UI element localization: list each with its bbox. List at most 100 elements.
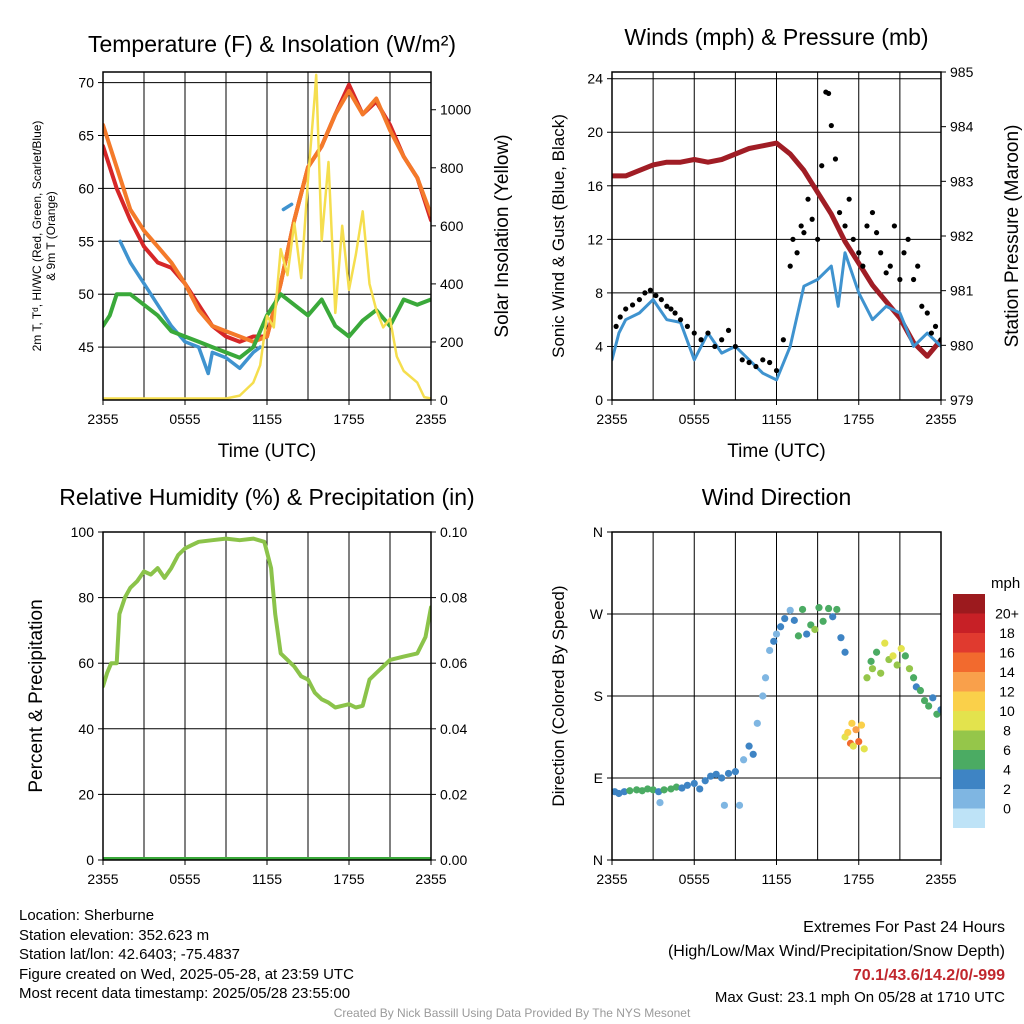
direction-point — [901, 652, 909, 660]
chart-title: Winds (mph) & Pressure (mb) — [624, 24, 928, 50]
x-tick-label: 2355 — [596, 871, 627, 887]
legend-swatch — [953, 789, 985, 809]
y-tick-label: E — [594, 770, 603, 786]
direction-point — [667, 785, 675, 793]
y-right-tick-label: 983 — [950, 173, 974, 189]
gust-point — [887, 263, 893, 269]
legend-swatch — [953, 808, 985, 828]
legend-label: 16 — [999, 645, 1015, 661]
y-right-tick-label: 0 — [440, 392, 448, 408]
panel-winds: 0 4 8 12 16 20 24 979 980 981 982 983 984 985 2355 0555… — [549, 24, 1023, 462]
legend-swatch — [953, 769, 985, 789]
extremes-values: 70.1/43.6/14.2/0/-999 — [852, 967, 1005, 984]
y-axis-label: Sonic Wind & Gust (Blue, Black) — [549, 114, 568, 358]
x-tick-label: 1155 — [252, 411, 282, 427]
direction-point — [925, 702, 933, 710]
direction-point — [644, 785, 652, 793]
plot-frame — [611, 71, 942, 401]
gust-point — [636, 296, 643, 303]
gust-point — [712, 343, 718, 350]
y-right-tick-label: 0.04 — [440, 721, 467, 737]
direction-point — [620, 788, 628, 796]
y-right-tick-label: 400 — [440, 276, 464, 292]
gust-point — [819, 163, 825, 169]
x-tick-label: 0555 — [679, 871, 710, 887]
legend-swatch — [953, 730, 985, 750]
legend-swatch — [953, 691, 985, 711]
series-group — [103, 73, 431, 400]
x-tick-label: 2355 — [415, 871, 446, 887]
y-right-tick-label: 600 — [440, 218, 464, 234]
y-tick-label: 65 — [78, 127, 94, 143]
x-axis-label: Time (UTC) — [727, 441, 826, 462]
legend-label: 20+ — [995, 606, 1019, 622]
legend-title: mph — [991, 575, 1020, 592]
direction-point — [857, 721, 866, 729]
series-line-3 — [103, 292, 431, 360]
direction-point — [690, 779, 698, 788]
y-tick-label: 50 — [78, 286, 94, 302]
series-line-2 — [281, 202, 294, 212]
direction-point — [672, 783, 681, 791]
direction-point — [712, 770, 720, 778]
series-group — [612, 604, 941, 809]
direction-point — [872, 648, 881, 656]
y-right-tick-label: 0.06 — [440, 655, 467, 671]
gust-point — [901, 250, 907, 256]
gust-point — [864, 223, 870, 229]
direction-point — [905, 665, 914, 673]
y-right-tick-label: 981 — [950, 283, 974, 299]
gust-point — [705, 330, 711, 336]
y-right-tick-label: 979 — [950, 392, 974, 408]
y-tick-label: S — [594, 688, 603, 704]
y-tick-label: 80 — [78, 590, 94, 606]
series-line-1 — [103, 89, 431, 344]
extremes-info: Extremes For Past 24 Hours (High/Low/Max… — [668, 916, 1005, 1007]
station-location: Location: Sherburne — [19, 907, 155, 924]
y-tick-label: 8 — [595, 285, 603, 301]
y-axis-label: 2m T, Tᵈ, HI/WC (Red, Green, Scarlet/Blu… — [30, 121, 44, 352]
y-tick-label: W — [590, 606, 604, 622]
direction-point — [731, 768, 739, 776]
gust-point — [932, 323, 939, 329]
panel-wdir: N E S W N 2355 0555 1155 1755 2355 Wind Direction D… — [549, 484, 1020, 887]
gust-point — [787, 263, 793, 269]
y-right-tick-label: 984 — [950, 119, 974, 135]
direction-point — [790, 616, 798, 624]
y-right-tick-label: 980 — [950, 337, 974, 353]
recent-timestamp: Most recent data timestamp: 2025/05/28 2… — [19, 985, 351, 1002]
y-right-tick-label: 0.02 — [440, 786, 467, 802]
direction-point — [626, 787, 634, 795]
y-right-axis-label: Station Pressure (Maroon) — [1002, 125, 1023, 348]
extremes-subtitle: (High/Low/Max Wind/Precipitation/Snow De… — [667, 943, 1005, 960]
direction-point — [929, 694, 937, 702]
gust-point — [897, 276, 903, 283]
gust-point — [825, 90, 832, 97]
y-tick-label: 12 — [587, 231, 603, 247]
legend-swatch — [953, 594, 985, 614]
chart-title: Wind Direction — [702, 484, 852, 510]
direction-point — [829, 613, 837, 621]
gust-point — [746, 359, 752, 366]
y-tick-label: 100 — [71, 524, 95, 540]
direction-point — [655, 788, 663, 796]
legend-label: 10 — [999, 703, 1015, 719]
gust-point — [672, 310, 678, 316]
y-right-axis-label: Solar Insolation (Yellow) — [492, 134, 513, 337]
x-tick-label: 0555 — [679, 411, 710, 427]
direction-point — [889, 652, 897, 660]
gust-point — [873, 230, 880, 236]
direction-point — [811, 625, 819, 634]
direction-point — [735, 801, 744, 809]
x-tick-label: 0555 — [169, 411, 200, 427]
gust-point — [798, 223, 804, 229]
gust-point — [860, 263, 866, 269]
extremes-title: Extremes For Past 24 Hours — [803, 919, 1005, 936]
direction-point — [860, 745, 868, 753]
y-tick-label: 20 — [78, 786, 94, 802]
y-tick-label: 20 — [587, 124, 603, 140]
station-latlon: Station lat/lon: 42.6403; -75.4837 — [19, 946, 241, 963]
x-tick-label: 0555 — [169, 871, 200, 887]
gust-point — [658, 296, 664, 303]
direction-point — [720, 801, 729, 809]
